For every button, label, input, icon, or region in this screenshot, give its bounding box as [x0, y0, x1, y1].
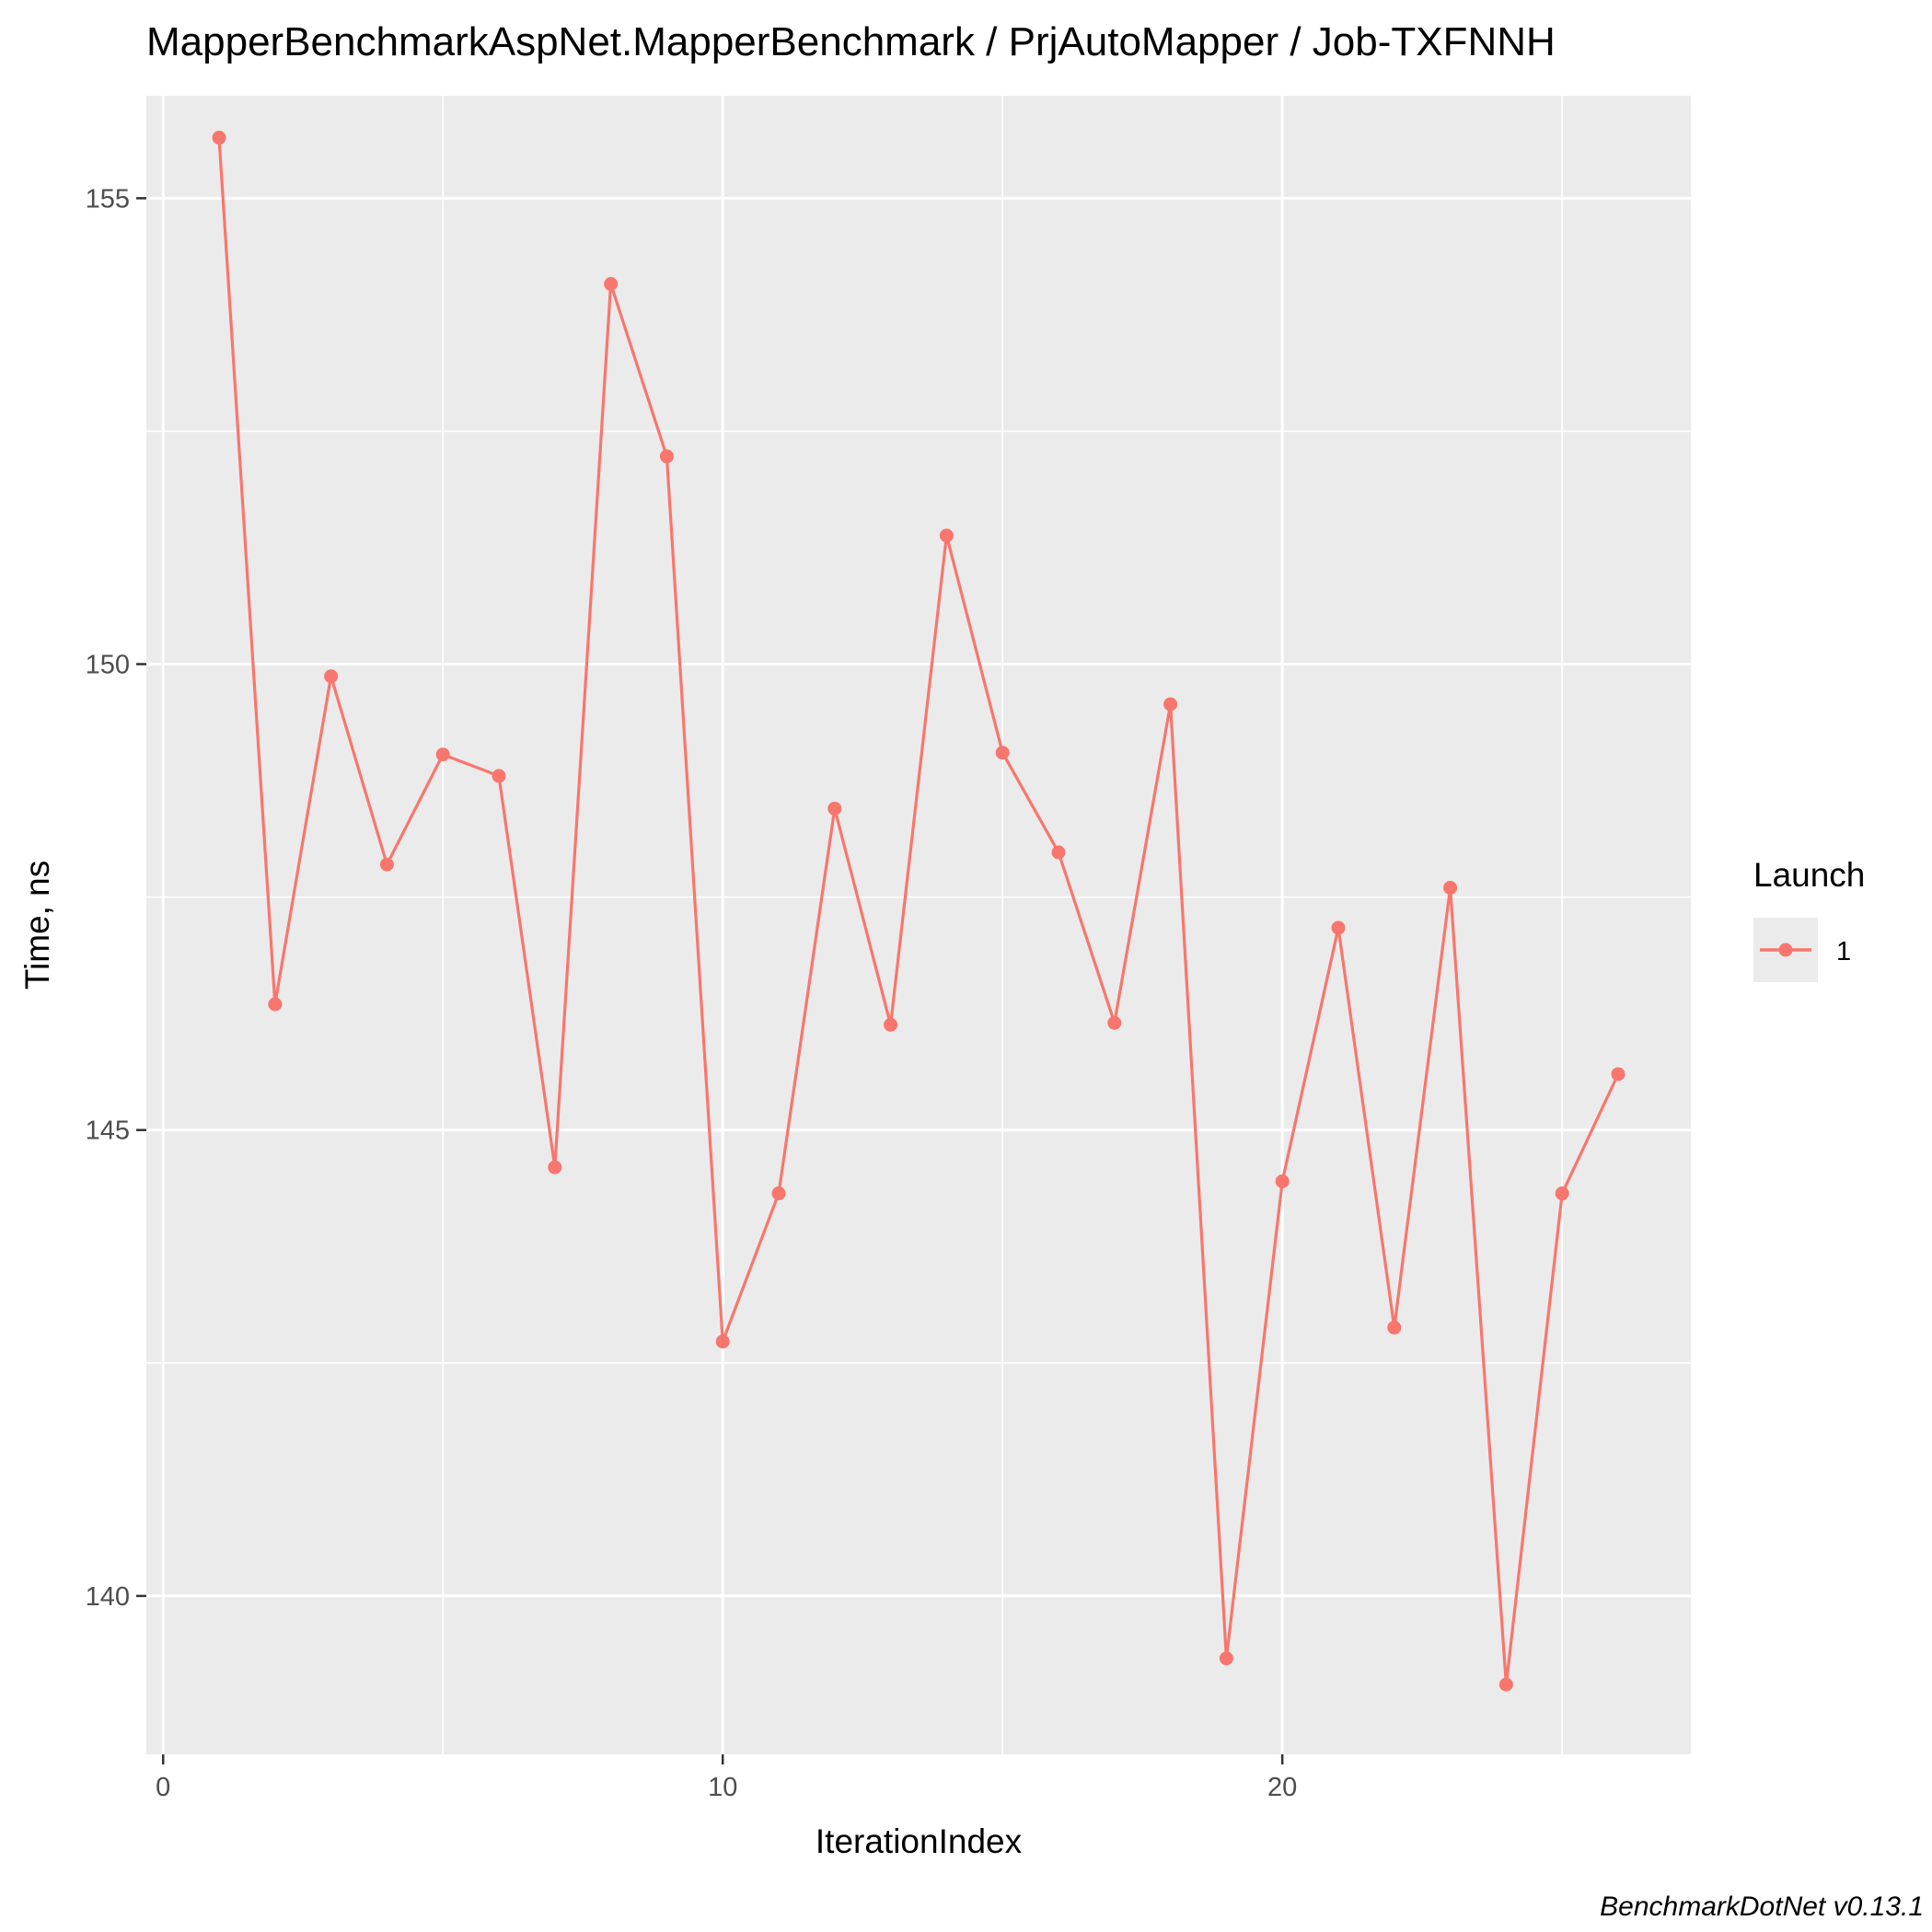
legend-entry-label: 1 — [1836, 937, 1851, 966]
legend-key-point — [1778, 943, 1793, 957]
data-point — [939, 528, 954, 543]
y-tick-label: 150 — [86, 651, 130, 680]
x-axis-label: IterationIndex — [816, 1822, 1023, 1860]
legend-title: Launch — [1753, 856, 1865, 894]
data-point — [212, 131, 226, 145]
data-point — [771, 1186, 786, 1201]
data-point — [1219, 1651, 1233, 1666]
major-gridlines — [146, 96, 1691, 1754]
data-point — [1051, 845, 1066, 860]
series-line — [217, 137, 1620, 1686]
x-tick-label: 10 — [708, 1773, 737, 1802]
data-point — [1163, 697, 1178, 711]
data-point — [604, 276, 619, 291]
data-point — [379, 857, 394, 872]
data-point — [492, 769, 506, 783]
data-point — [435, 747, 450, 762]
data-point — [1555, 1186, 1569, 1201]
y-tick-label: 145 — [86, 1116, 130, 1146]
data-point — [1387, 1320, 1402, 1335]
data-point — [1331, 920, 1346, 935]
y-tick-label: 155 — [86, 184, 130, 214]
axis-ticks: 0 10 20 140 145 150 155 — [86, 184, 1298, 1802]
x-tick-label: 0 — [156, 1773, 170, 1802]
data-point — [1275, 1174, 1290, 1188]
chart-title: MapperBenchmarkAspNet.MapperBenchmark / … — [146, 19, 1556, 64]
data-point — [715, 1335, 730, 1349]
data-point — [548, 1160, 562, 1174]
caption: BenchmarkDotNet v0.13.1 — [1600, 1892, 1924, 1922]
data-point — [324, 669, 339, 684]
data-point — [1498, 1677, 1513, 1692]
series-layer — [212, 131, 1625, 1692]
minor-gridlines — [146, 96, 1691, 1754]
data-point — [995, 746, 1010, 760]
data-point — [659, 449, 674, 464]
y-tick-label: 140 — [86, 1582, 130, 1612]
legend: Launch 1 — [1753, 856, 1865, 982]
data-point — [827, 801, 842, 816]
data-point — [1443, 881, 1458, 896]
data-point — [1107, 1015, 1122, 1030]
x-tick-label: 20 — [1267, 1773, 1297, 1802]
y-axis-label: Time, ns — [18, 861, 56, 989]
data-point — [884, 1017, 898, 1032]
data-point — [268, 997, 283, 1012]
plot-panel — [146, 96, 1691, 1754]
data-point — [1611, 1067, 1625, 1082]
